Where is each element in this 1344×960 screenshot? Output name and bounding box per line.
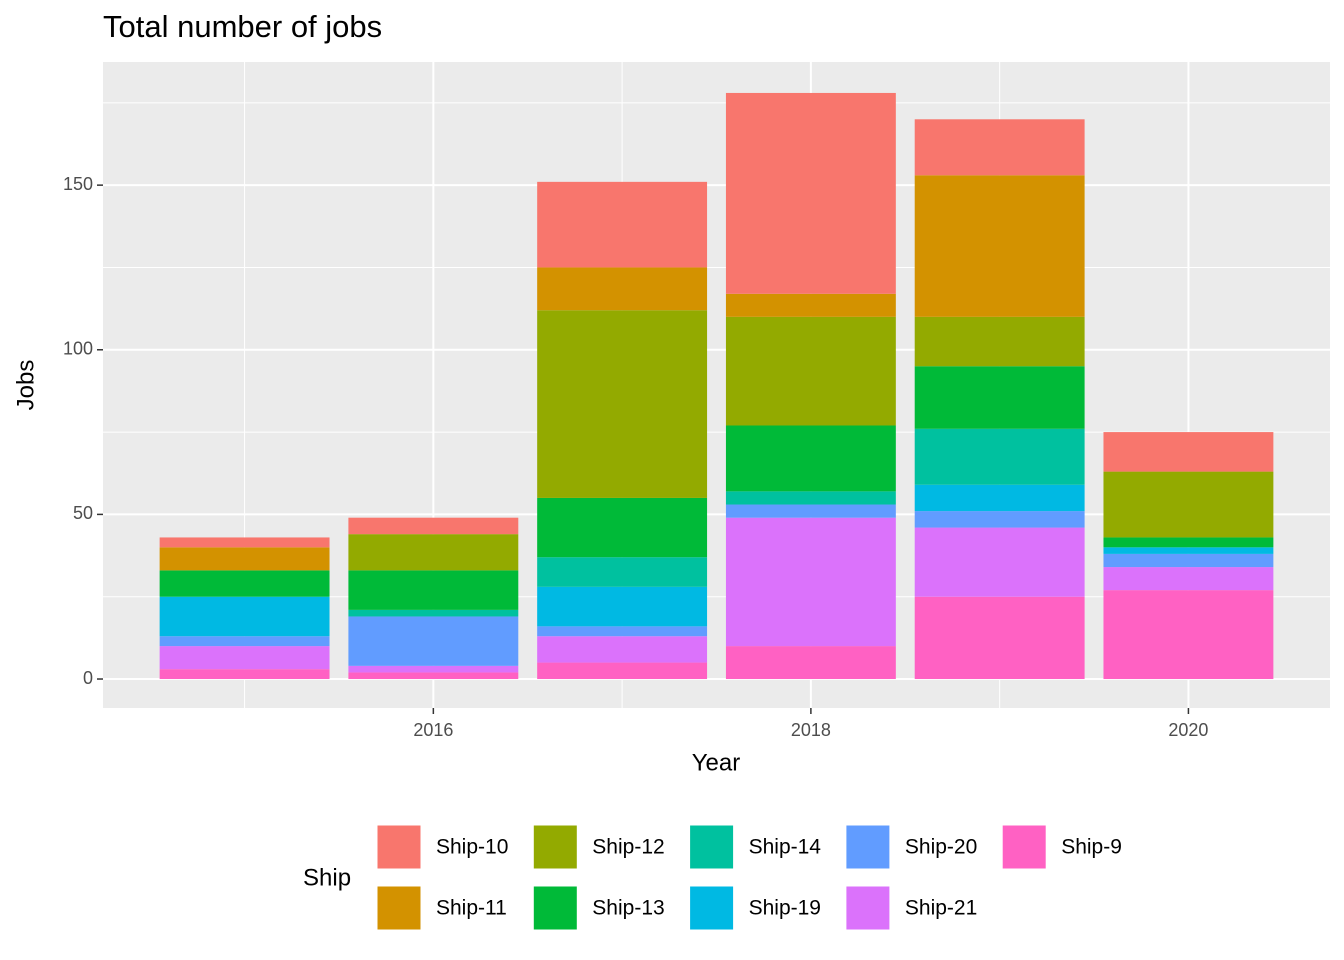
legend-label: Ship-11 [436,897,507,920]
x-axis-label: Year [692,749,741,776]
chart-title: Total number of jobs [103,9,382,44]
legend-key [532,885,578,931]
y-tick-label: 150 [63,174,93,194]
legend-key [845,885,891,931]
y-tick-label: 50 [73,503,93,523]
bar-segment [348,534,519,571]
bar-segment [537,636,708,663]
bar-segment [348,517,519,535]
bar-segment [914,366,1085,429]
bar-segment [159,596,330,637]
legend-label: Ship-9 [1061,836,1122,859]
bar-segment [725,92,896,294]
legend-label: Ship-12 [592,836,664,859]
bar-segment [537,626,708,637]
bar-segment [1103,471,1274,538]
x-tick-label: 2020 [1168,720,1208,740]
bar-segment [537,557,708,587]
bar-segment [159,669,330,680]
bar-segment [348,570,519,610]
bar-segment [348,616,519,666]
bar-segment [537,181,708,268]
legend-label: Ship-19 [749,897,821,920]
bar-segment [1103,567,1274,591]
bar-segment [537,497,708,558]
legend-key [845,824,891,870]
legend-key [532,824,578,870]
bar-segment [914,175,1085,317]
bar-segment [537,267,708,311]
legend-key [1001,824,1047,870]
legend-key [376,885,422,931]
y-tick-label: 0 [83,668,93,688]
legend-key [376,824,422,870]
bar-segment [725,504,896,518]
bar-segment [725,316,896,426]
bar-segment [1103,432,1274,472]
bar-segment [914,316,1085,367]
bar-segment [348,609,519,617]
bar-segment [159,537,330,548]
bar-segment [725,491,896,505]
legend-label: Ship-20 [905,836,977,859]
bar-segment [914,119,1085,176]
legend-label: Ship-14 [749,836,822,859]
legend-title: Ship [303,864,351,891]
bar-segment [159,547,330,571]
bar-segment [159,570,330,597]
bar-segment [725,517,896,647]
bar-segment [348,672,519,680]
bar-segment [537,310,708,498]
x-tick-label: 2016 [413,720,453,740]
bar-segment [348,665,519,673]
bar-segment [537,586,708,627]
bar-segment [725,293,896,317]
bar-segment [159,646,330,670]
legend-key [689,885,735,931]
bar-segment [159,636,330,647]
x-tick-label: 2018 [791,720,831,740]
bar-segment [1103,590,1274,680]
bar-segment [537,662,708,680]
legend-label: Ship-21 [905,897,977,920]
bar-segment [914,596,1085,680]
bar-segment [914,484,1085,512]
bar-segment [914,511,1085,528]
legend-key [689,824,735,870]
bar-segment [1103,537,1274,548]
bar-segment [725,646,896,680]
bar-segment [914,527,1085,597]
legend-label: Ship-13 [592,897,664,920]
legend-label: Ship-10 [436,836,508,859]
bar-segment [1103,547,1274,554]
bar-segment [1103,553,1274,568]
y-axis-label: Jobs [12,360,39,411]
bar-segment [914,428,1085,485]
bar-segment [725,425,896,492]
y-tick-label: 100 [63,339,93,359]
